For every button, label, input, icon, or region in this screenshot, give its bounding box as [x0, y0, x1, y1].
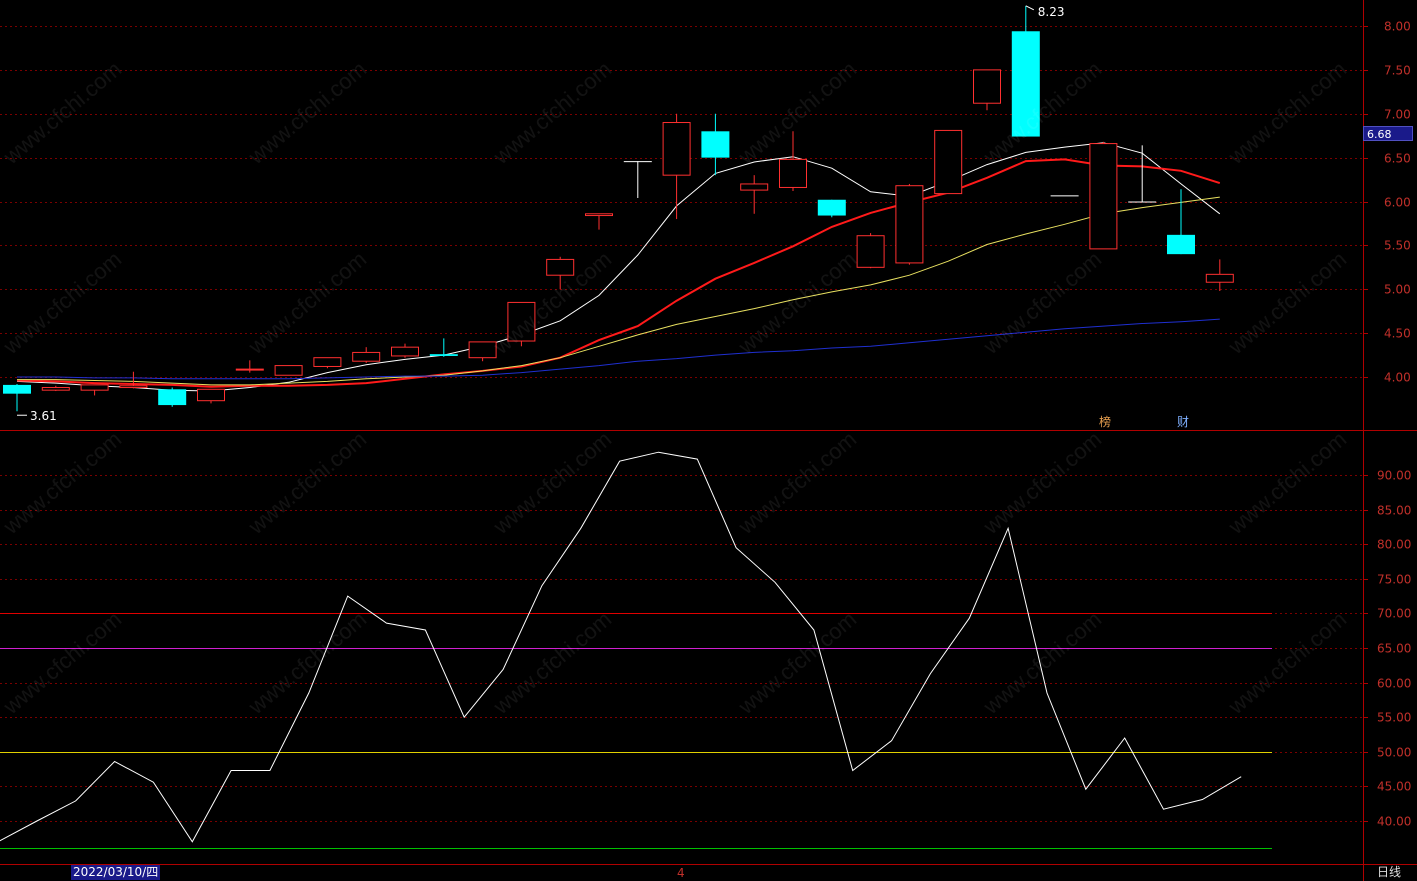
candle-body-down [1011, 31, 1040, 137]
candle-body-up [973, 69, 1001, 104]
candle-body-down [1128, 201, 1157, 203]
candle-body-down [1050, 195, 1079, 197]
candle-body-down [429, 354, 458, 356]
finance-badge[interactable]: 财 [1177, 415, 1190, 429]
high-pointer [1025, 5, 1035, 11]
candle-body-up [585, 213, 613, 217]
candle-body-up [662, 122, 691, 176]
price-tick-label: 6.50 [1384, 152, 1411, 166]
candle-body-up [197, 388, 225, 402]
candle-body-down [701, 131, 730, 158]
candle-body-up [274, 365, 303, 376]
high-price-label: 8.23 [1038, 5, 1065, 19]
candle-body-up [41, 387, 70, 391]
cursor-date-label: 2022/03/10/四 [71, 865, 161, 880]
candle-body-up [352, 351, 381, 362]
indicator-tick-label: 60.00 [1377, 677, 1411, 691]
candle-body-up [1089, 143, 1118, 250]
indicator-tick-label: 75.00 [1377, 573, 1411, 587]
candle-body-up [1205, 273, 1234, 283]
price-tick-label: 5.50 [1384, 239, 1411, 253]
indicator-line [0, 451, 1242, 843]
indicator-tick-label: 40.00 [1377, 815, 1411, 829]
indicator-tick-label: 65.00 [1377, 642, 1411, 656]
indicator-tick-label: 70.00 [1377, 607, 1411, 621]
candle-body-up [779, 158, 807, 188]
candle-body-up [507, 301, 536, 342]
candle-body-up [313, 357, 342, 367]
candle-body-down [1167, 234, 1195, 255]
price-tick-label: 4.00 [1384, 371, 1411, 385]
indicator-tick-label: 45.00 [1377, 780, 1411, 794]
ma-line-2 [17, 196, 1220, 386]
price-tick-label: 8.00 [1384, 20, 1411, 34]
candle-body-up [740, 183, 769, 191]
low-price-label: 3.61 [30, 409, 57, 423]
ma-line-1 [16, 158, 1221, 388]
month-tick-label: 4 [677, 866, 685, 880]
ma-line-3 [17, 318, 1220, 380]
indicator-tick-label: 55.00 [1377, 711, 1411, 725]
candle-body-up [235, 368, 264, 371]
candle-body-up [468, 341, 497, 359]
price-tick-label: 6.00 [1384, 196, 1411, 210]
candle-body-up [546, 258, 575, 276]
candle-body-down [817, 199, 846, 216]
indicator-tick-label: 80.00 [1377, 538, 1411, 552]
candle-body-down [3, 384, 31, 394]
candle-body-up [934, 129, 963, 195]
candle-body-up [895, 185, 924, 264]
price-tick-label: 7.50 [1384, 64, 1411, 78]
ma-line-0 [16, 142, 1221, 392]
indicator-tick-label: 50.00 [1377, 746, 1411, 760]
candle-body-down [623, 161, 652, 163]
price-tick-label: 7.00 [1384, 108, 1411, 122]
indicator-tick-label: 85.00 [1377, 504, 1411, 518]
indicator-tick-label: 90.00 [1377, 469, 1411, 483]
candle-body-up [119, 385, 148, 389]
candle-body-up [80, 384, 109, 391]
price-tick-label: 5.00 [1384, 283, 1411, 297]
price-tick-label: 4.50 [1384, 327, 1411, 341]
candle-body-up [391, 346, 419, 357]
rank-badge[interactable]: 榜 [1099, 415, 1112, 429]
period-selector[interactable]: 日线 [1377, 865, 1402, 879]
candle-body-down [158, 389, 187, 406]
candle-body-up [856, 235, 885, 268]
last-price-tag: 6.68 [1363, 126, 1413, 141]
